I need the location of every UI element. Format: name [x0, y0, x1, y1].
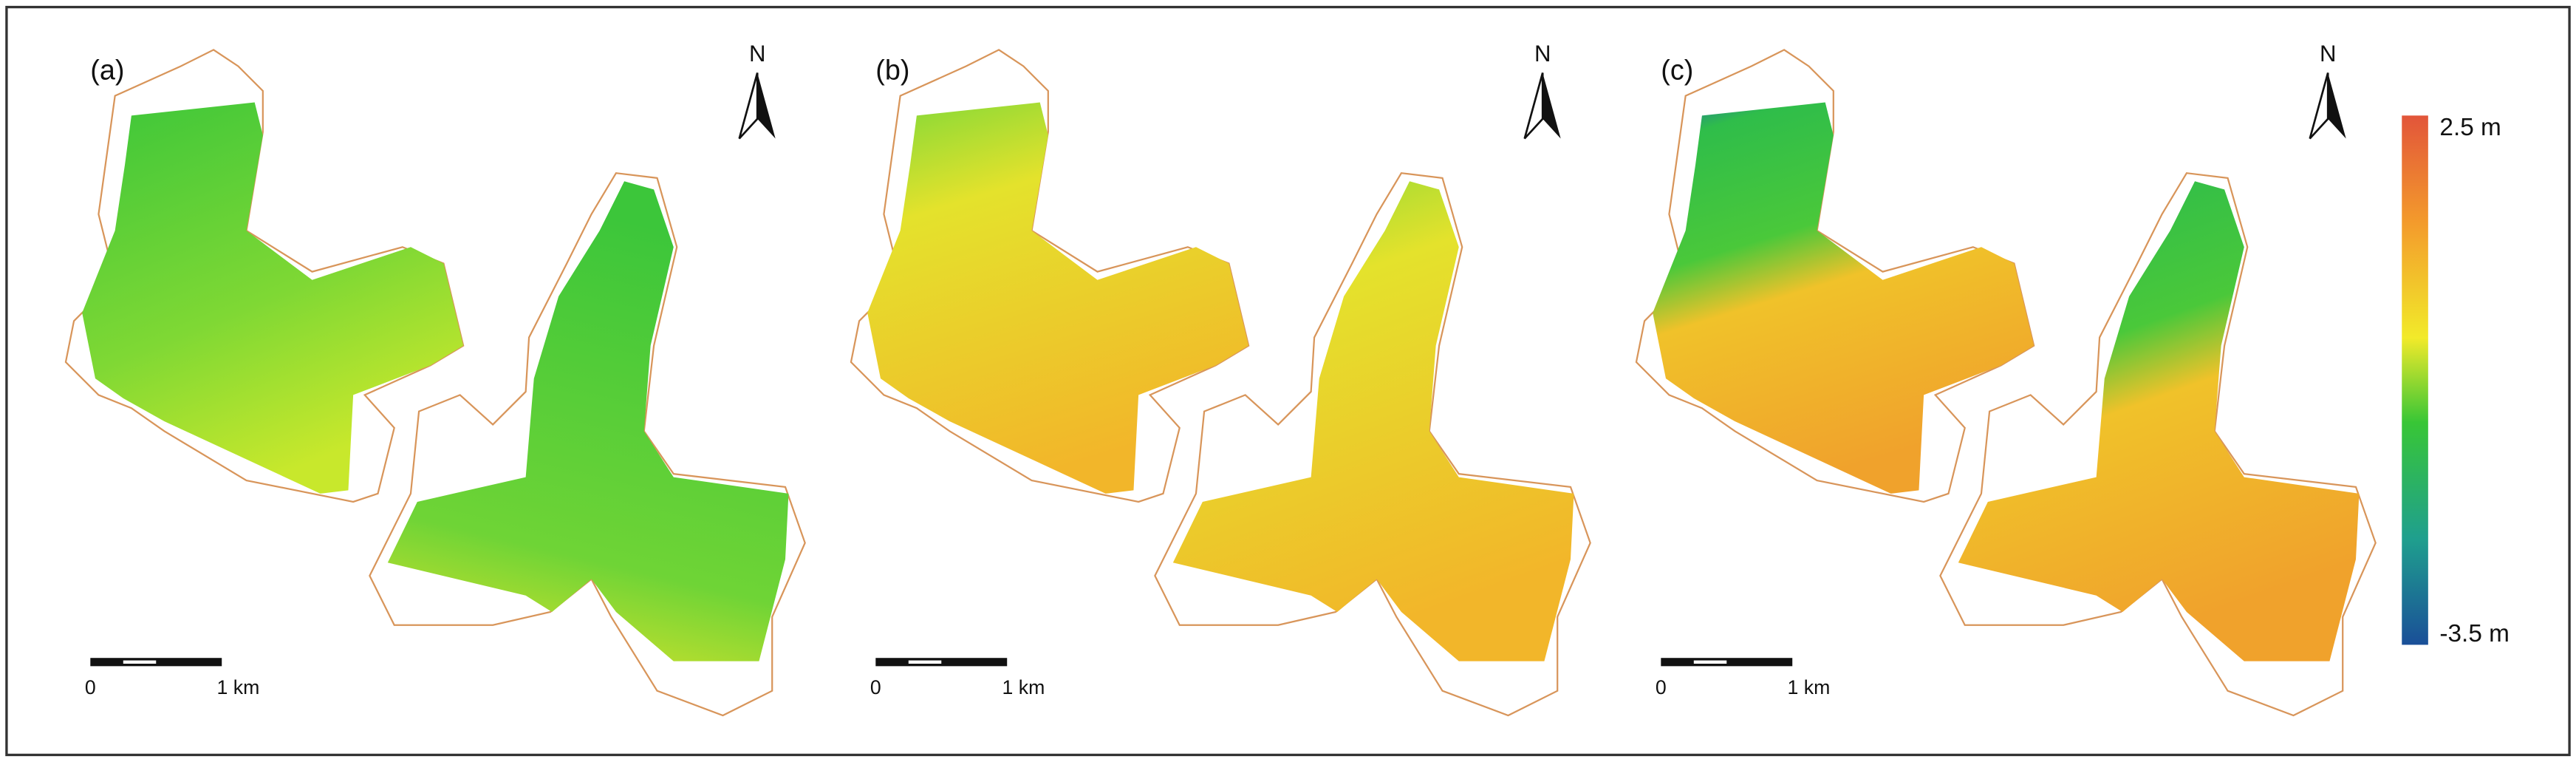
lake-surface [82, 102, 464, 494]
panel: (b) N 0 1 km [850, 41, 1591, 717]
north-arrow [738, 72, 759, 140]
panels: (a) N 0 1 km (b) N 0 1 km (c) N 0 1 km [64, 41, 2377, 717]
north-label: N [749, 41, 765, 67]
panel-label: (c) [1661, 55, 1693, 86]
scale-bar [1693, 660, 1727, 664]
north-arrow [1523, 72, 1544, 140]
north-arrow [757, 72, 776, 139]
panel-label: (b) [875, 55, 909, 86]
colorbar [2402, 115, 2428, 645]
scale-label: 1 km [1002, 676, 1045, 698]
lake-surface [1958, 181, 2360, 661]
colorbar-max: 2.5 m [2439, 114, 2501, 141]
panel: (a) N 0 1 km [64, 41, 806, 717]
scale-label: 1 km [217, 676, 260, 698]
panel-label: (a) [90, 55, 124, 86]
scale-label: 1 km [1788, 676, 1831, 698]
scale-label: 0 [1656, 676, 1667, 698]
lake-surface [867, 102, 1249, 494]
scale-bar [1661, 658, 1793, 667]
colorbar-min: -3.5 m [2439, 620, 2510, 647]
panel: (c) N 0 1 km [1635, 41, 2377, 717]
north-arrow [2328, 72, 2346, 139]
scale-label: 0 [85, 676, 96, 698]
scale-label: 0 [870, 676, 881, 698]
lake-surface [387, 181, 789, 661]
north-arrow [2309, 72, 2329, 140]
lake-surface [1172, 181, 1574, 661]
scale-bar [123, 660, 157, 664]
scale-bar [908, 660, 942, 664]
north-label: N [1534, 41, 1551, 67]
north-label: N [2320, 41, 2336, 67]
lake-surface [1653, 102, 2035, 494]
